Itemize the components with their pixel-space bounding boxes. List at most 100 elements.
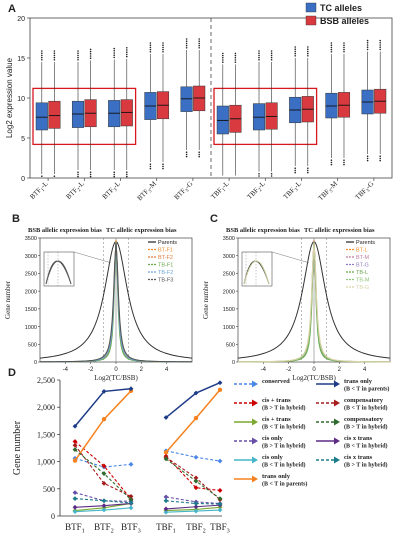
d-xtick-label: BTF3 <box>121 522 141 534</box>
d-point <box>193 478 199 484</box>
a-outlier <box>366 39 369 42</box>
a-outlier <box>185 151 188 153</box>
d-legend-right-sublabel: (B < T in hybrid) <box>344 443 388 450</box>
a-outlier <box>258 173 260 175</box>
a-outlier <box>306 171 309 174</box>
d-ytick-label: 0 <box>51 512 55 521</box>
d-point <box>193 485 199 491</box>
a-xtick-label: BTF3-G <box>173 180 196 203</box>
a-outlier <box>149 167 152 170</box>
density-xtick-label: -4 <box>261 367 267 373</box>
a-outlier <box>41 52 43 54</box>
a-outlier <box>222 61 224 63</box>
a-outlier <box>306 48 309 50</box>
d-xtick-label: TBF1 <box>156 522 176 534</box>
a-outlier <box>113 50 116 52</box>
d-legend-left-label: cis + trans <box>262 397 291 404</box>
a-legend-label: TC alleles <box>320 3 362 13</box>
a-outlier <box>53 50 56 52</box>
a-outlier <box>306 169 309 172</box>
a-outlier <box>125 51 128 53</box>
density-xtick-label: 2 <box>140 367 144 373</box>
a-outlier <box>162 44 164 46</box>
a-outlier <box>185 155 188 158</box>
d-point <box>101 471 107 476</box>
density-xtick-label: -4 <box>63 367 69 373</box>
a-outlier <box>149 42 152 44</box>
d-series-line <box>165 458 221 500</box>
a-outlier <box>53 59 56 61</box>
d-point <box>72 439 78 444</box>
a-outlier <box>294 169 297 172</box>
a-outlier <box>185 42 188 45</box>
a-outlier <box>366 159 369 162</box>
d-point <box>193 454 199 460</box>
a-outlier <box>149 51 152 53</box>
density-ytick-label: 1000 <box>223 325 235 331</box>
density-title-right: TC allelic expression bias <box>106 227 177 234</box>
a-outlier <box>330 161 333 164</box>
a-outlier <box>330 46 333 49</box>
d-legend-left-arrowhead <box>252 380 258 388</box>
d-ytick-label: 1,500 <box>37 430 55 439</box>
a-legend-swatch <box>305 15 317 26</box>
a-outlier <box>113 56 116 59</box>
a-xtick-label: TBF3-G <box>354 180 377 203</box>
density-curve <box>39 242 193 363</box>
density-ytick-label: 1500 <box>25 307 37 313</box>
d-point <box>128 505 134 511</box>
d-legend-right-arrowhead <box>334 418 340 426</box>
a-outlier <box>379 44 381 46</box>
density-legend-label: BT-F2 <box>158 255 173 261</box>
panel-label-c: C <box>210 213 218 225</box>
d-legend-right-sublabel: (B < T in parents) <box>344 386 389 393</box>
d-point <box>163 498 169 504</box>
density-legend-label: TB-L <box>356 270 368 276</box>
a-outlier <box>294 52 297 55</box>
density-curve <box>238 243 390 363</box>
a-outlier <box>125 49 128 51</box>
d-legend-left-label: cis only <box>262 454 284 461</box>
d-legend-right-sublabel: (B > T in hybrid) <box>344 462 388 469</box>
density-legend-label: BT-M <box>356 255 370 261</box>
a-outlier <box>366 44 369 46</box>
a-outlier <box>270 56 273 59</box>
a-outlier <box>162 48 164 51</box>
density-ytick-label: 3500 <box>25 236 37 242</box>
density-legend-label: Parents <box>158 240 177 246</box>
a-outlier <box>343 51 345 53</box>
d-legend-left-arrowhead <box>252 437 258 445</box>
a-box <box>48 100 61 129</box>
d-point <box>217 387 223 392</box>
a-outlier <box>258 59 260 61</box>
a-xtick-label: BTF2-L <box>65 180 87 202</box>
d-series-line <box>165 389 221 453</box>
a-ytick-label: 20 <box>17 16 25 23</box>
density-ytick-label: 500 <box>226 342 235 348</box>
density-xtick-label: 0 <box>312 367 316 373</box>
a-outlier <box>77 171 79 173</box>
d-point <box>101 480 107 486</box>
a-outlier <box>258 175 260 177</box>
d-legend-right-arrowhead <box>334 437 340 445</box>
density-ylabel: Gene number <box>4 280 12 319</box>
a-ylabel: Log2 expression value <box>5 57 14 138</box>
a-outlier <box>125 173 128 176</box>
a-outlier <box>125 55 128 58</box>
a-outlier <box>125 175 128 178</box>
a-legend-label: BSB alleles <box>320 16 369 26</box>
a-outlier <box>258 50 260 52</box>
d-legend-right-label: compensatory <box>344 416 384 423</box>
a-outlier <box>343 163 345 166</box>
a-outlier <box>366 46 369 48</box>
d-point <box>128 461 134 467</box>
a-outlier <box>149 48 152 51</box>
a-outlier <box>270 50 273 52</box>
a-outlier <box>149 163 152 165</box>
a-outlier <box>77 173 79 176</box>
density-inset-curve <box>243 260 270 285</box>
a-outlier <box>185 38 188 40</box>
density-xtick-label: 4 <box>363 367 367 373</box>
d-point <box>72 458 78 463</box>
density-legend-label: BT-F1 <box>158 248 173 254</box>
